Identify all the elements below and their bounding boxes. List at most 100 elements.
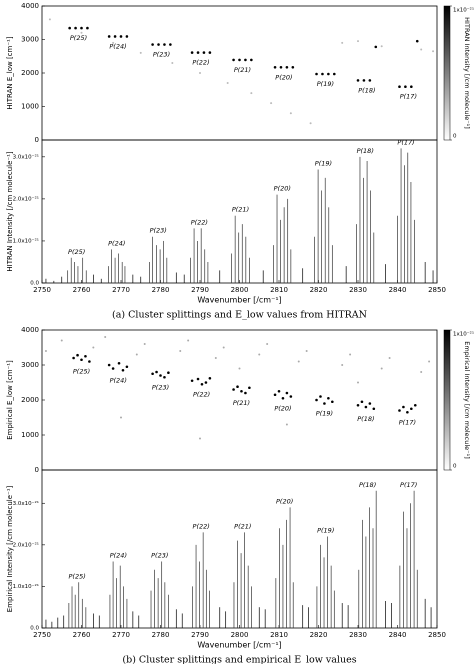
cluster-label: P(17) — [399, 418, 416, 426]
cluster-label: P(24) — [110, 551, 127, 559]
cluster-label: P(23) — [150, 227, 167, 235]
point — [68, 26, 71, 30]
colorbar-tick-label: 0 — [453, 134, 457, 140]
point — [200, 382, 204, 386]
point — [232, 58, 235, 62]
point — [341, 41, 344, 44]
point — [80, 31, 83, 34]
colorbar-label: HITRAN Intensity [/cm molecule⁻¹] — [463, 17, 471, 129]
y-tick-label: 4000 — [21, 326, 39, 334]
cluster-label: P(22) — [192, 59, 209, 67]
point — [331, 400, 334, 404]
y-tick-label: 0 — [35, 466, 39, 474]
point — [199, 72, 201, 74]
y-tick-label: 1000 — [21, 103, 39, 111]
cluster-label: P(18) — [359, 481, 376, 489]
x-tick-label: 2790 — [191, 631, 209, 639]
x-tick-label: 2800 — [231, 286, 249, 294]
x-tick-label: 2820 — [310, 631, 328, 639]
point — [135, 353, 138, 356]
colorbar-label: Empirical Intensity [/cm molecule⁻¹] — [463, 341, 471, 459]
y-tick-label: 2.0x10⁻²¹ — [13, 541, 39, 548]
point — [151, 43, 154, 46]
point — [349, 353, 352, 356]
point — [356, 403, 360, 407]
point — [398, 409, 401, 412]
cluster-label: P(25) — [70, 34, 87, 42]
point — [404, 85, 407, 89]
x-tick-label: 2830 — [349, 631, 367, 639]
cluster-label: P(19) — [315, 159, 332, 167]
colorbar — [443, 5, 451, 141]
colorbar — [443, 329, 451, 471]
point — [281, 396, 285, 400]
y-axis-label: Empirical E_low [cm⁻¹] — [6, 360, 14, 440]
cluster-label: P(22) — [193, 390, 210, 398]
caption: (b) Cluster splittings and empirical E_l… — [122, 655, 356, 664]
point — [196, 377, 200, 381]
point — [80, 358, 83, 362]
point — [92, 346, 95, 349]
cluster-label: P(23) — [151, 551, 168, 559]
x-tick-label: 2840 — [389, 631, 407, 639]
cluster-label: P(23) — [152, 383, 169, 391]
colorbar-tick-label: 1x10⁻²¹ — [453, 331, 474, 338]
point — [309, 122, 312, 125]
point — [244, 391, 247, 395]
point — [120, 416, 122, 419]
y-tick-label: 2.0x10⁻²¹ — [13, 195, 39, 202]
cluster-label: P(21) — [234, 522, 251, 530]
y-tick-label: 2000 — [21, 69, 39, 77]
point — [159, 374, 162, 377]
point — [388, 357, 391, 359]
y-tick-label: 1000 — [21, 431, 39, 439]
point — [44, 350, 47, 352]
point — [380, 367, 383, 370]
point — [169, 43, 172, 46]
x-tick-label: 2810 — [270, 286, 288, 294]
point — [380, 45, 383, 48]
point — [364, 405, 368, 409]
point — [372, 407, 376, 411]
cluster-label: P(18) — [357, 415, 374, 423]
x-axis-label: Wavenumber [/cm⁻¹] — [197, 641, 281, 650]
point — [319, 395, 322, 398]
cluster-label: P(19) — [317, 527, 334, 535]
point — [315, 398, 318, 402]
point — [289, 112, 292, 115]
point — [204, 381, 208, 384]
point — [279, 66, 283, 69]
point — [248, 386, 251, 390]
x-tick-label: 2770 — [112, 631, 130, 639]
point — [155, 370, 158, 374]
cluster-label: P(18) — [357, 147, 374, 155]
point — [285, 391, 289, 395]
point — [315, 72, 318, 76]
point — [420, 48, 423, 51]
point — [88, 360, 91, 363]
x-tick-label: 2830 — [349, 286, 367, 294]
x-tick-label: 2750 — [33, 286, 51, 294]
point — [356, 79, 360, 82]
point — [104, 336, 107, 338]
y-tick-label: 3.0x10⁻²¹ — [13, 153, 39, 160]
y-tick-label: 0.0 — [30, 626, 39, 632]
point — [406, 410, 409, 414]
colorbar-tick-label: 0 — [453, 464, 457, 470]
point — [341, 364, 344, 366]
x-tick-label: 2840 — [389, 286, 407, 294]
point — [273, 66, 277, 69]
point — [240, 389, 243, 393]
point — [112, 41, 115, 44]
cluster-label: P(24) — [110, 376, 127, 384]
point — [357, 40, 359, 43]
cluster-label: P(25) — [73, 368, 90, 376]
point — [305, 350, 308, 352]
point — [415, 39, 419, 43]
point — [199, 437, 201, 440]
point — [270, 102, 273, 105]
point — [250, 92, 253, 95]
point — [374, 45, 378, 49]
cluster-label: P(17) — [397, 138, 414, 146]
cluster-label: P(19) — [316, 410, 333, 418]
